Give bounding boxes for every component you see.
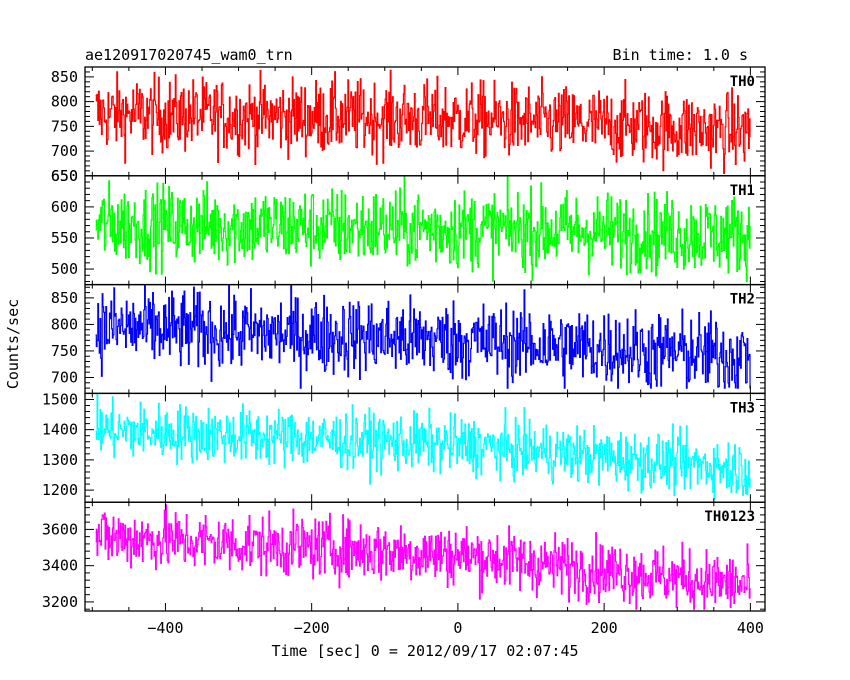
y-tick-label: 800 (51, 93, 78, 111)
y-tick-label: 700 (51, 368, 78, 386)
y-tick-label: 3600 (42, 520, 78, 538)
panel-label-th1: TH1 (730, 183, 755, 199)
panel-label-th0: TH0 (730, 74, 755, 90)
x-axis-label: Time [sec] 0 = 2012/09/17 02:07:45 (271, 642, 578, 660)
panels-group: TH0650700750800850TH1500550600650TH27007… (42, 66, 766, 637)
panel-th2: TH2 700 750 800 850 (51, 283, 766, 395)
x-tick-label: 200 (591, 619, 618, 637)
series-th1-line (95, 175, 751, 283)
y-tick-label: 1200 (42, 481, 78, 499)
figure-title: ae120917020745_wam0_trn (85, 46, 293, 64)
panel-label-th3: TH3 (730, 400, 755, 416)
y-tick-label: 500 (51, 260, 78, 278)
panel-th0123: TH0123 3200 3400 3600 (42, 501, 766, 612)
panel-th1: TH1 500 550 600 650 (51, 167, 766, 286)
x-tick-label: 400 (737, 619, 764, 637)
panel-th0: TH0 650 700 750 800 850 (51, 66, 766, 185)
y-tick-label: 550 (51, 229, 78, 247)
panel-th3: TH3 1200 1300 1400 1500 (42, 390, 766, 503)
panel-frame (84, 501, 766, 612)
y-tick-label: 3400 (42, 557, 78, 575)
x-tick-label: −200 (294, 619, 330, 637)
y-tick-label: 650 (51, 167, 78, 185)
y-tick-label: 850 (51, 289, 78, 307)
x-tick-label: −400 (147, 619, 183, 637)
y-tick-label: 700 (51, 142, 78, 160)
y-tick-label: 1500 (42, 390, 78, 408)
y-axis-label: Counts/sec (4, 299, 22, 389)
y-tick-label: 850 (51, 68, 78, 86)
y-tick-label: 800 (51, 315, 78, 333)
y-tick-label: 650 (51, 167, 78, 185)
series-th0123-line (95, 504, 751, 610)
y-tick-label: 1400 (42, 421, 78, 439)
y-tick-label: 3200 (42, 593, 78, 611)
series-th2-line (95, 284, 751, 389)
bin-time-label: Bin time: 1.0 s (613, 46, 748, 64)
y-tick-label: 750 (51, 117, 78, 135)
y-tick-label: 600 (51, 198, 78, 216)
y-tick-label: 1300 (42, 451, 78, 469)
x-tick-label: 0 (453, 619, 462, 637)
series-th0-line (95, 69, 751, 175)
series-th3-line (95, 393, 751, 500)
panel-label-th2: TH2 (730, 292, 755, 308)
y-tick-label: 750 (51, 342, 78, 360)
panel-label-th0123: TH0123 (704, 509, 755, 525)
